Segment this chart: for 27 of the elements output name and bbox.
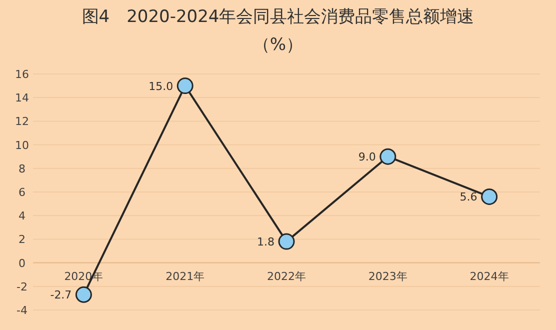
y-tick-label: 8: [18, 162, 26, 176]
y-tick-label: 14: [15, 92, 29, 105]
point: [278, 233, 295, 250]
point: [75, 286, 92, 303]
point: [380, 148, 396, 165]
data-label: -2.7: [50, 288, 72, 302]
y-tick-label: 16: [15, 68, 29, 81]
data-label: 1.8: [257, 236, 274, 249]
point: [481, 188, 498, 205]
y-tick-label: -4: [16, 304, 28, 317]
x-tick-label: 2023年: [368, 270, 408, 283]
y-tick-label: 6: [18, 186, 26, 199]
y-tick-label: 10: [15, 138, 29, 152]
chart-subtitle: （%）: [252, 35, 304, 55]
data-label: 5.6: [460, 190, 478, 204]
point: [176, 78, 194, 94]
x-tick-label: 2022年: [267, 270, 306, 283]
data-label: 15.0: [148, 80, 174, 93]
y-tick-label: 0: [18, 256, 26, 270]
x-tick-label: 2021年: [166, 270, 205, 283]
data-label: 9.0: [358, 150, 376, 164]
y-tick-label: -2: [16, 280, 28, 294]
chart-title: 图4 2020-2024年会同县社会消费品零售总额增速: [82, 7, 474, 27]
y-tick-label: 12: [15, 115, 29, 128]
y-tick-label: 2: [18, 233, 26, 246]
x-tick-label: 2024年: [470, 270, 509, 283]
y-tick-label: 4: [18, 210, 26, 223]
